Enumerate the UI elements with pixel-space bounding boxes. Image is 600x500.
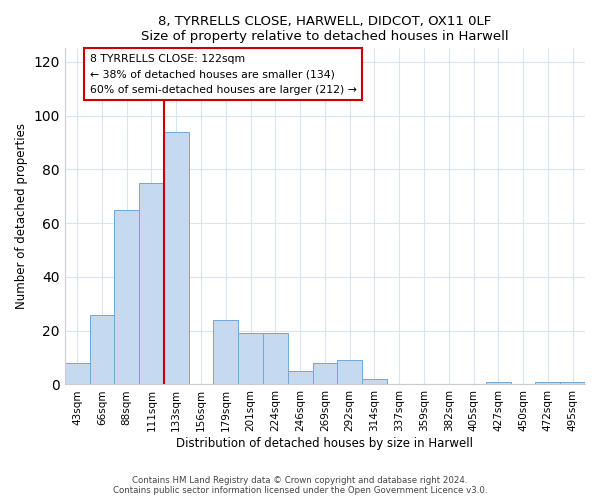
Bar	[263, 334, 288, 384]
Text: Contains HM Land Registry data © Crown copyright and database right 2024.
Contai: Contains HM Land Registry data © Crown c…	[113, 476, 487, 495]
Bar	[337, 360, 362, 384]
Bar	[288, 371, 313, 384]
Title: 8, TYRRELLS CLOSE, HARWELL, DIDCOT, OX11 0LF
Size of property relative to detach: 8, TYRRELLS CLOSE, HARWELL, DIDCOT, OX11…	[141, 15, 509, 43]
Bar	[313, 363, 337, 384]
Bar	[535, 382, 560, 384]
Bar	[115, 210, 139, 384]
Bar	[362, 379, 387, 384]
Bar	[486, 382, 511, 384]
Bar	[139, 183, 164, 384]
Text: 8 TYRRELLS CLOSE: 122sqm
← 38% of detached houses are smaller (134)
60% of semi-: 8 TYRRELLS CLOSE: 122sqm ← 38% of detach…	[89, 54, 356, 95]
Bar	[65, 363, 89, 384]
X-axis label: Distribution of detached houses by size in Harwell: Distribution of detached houses by size …	[176, 437, 473, 450]
Bar	[214, 320, 238, 384]
Bar	[238, 334, 263, 384]
Y-axis label: Number of detached properties: Number of detached properties	[15, 124, 28, 310]
Bar	[164, 132, 188, 384]
Bar	[89, 314, 115, 384]
Bar	[560, 382, 585, 384]
